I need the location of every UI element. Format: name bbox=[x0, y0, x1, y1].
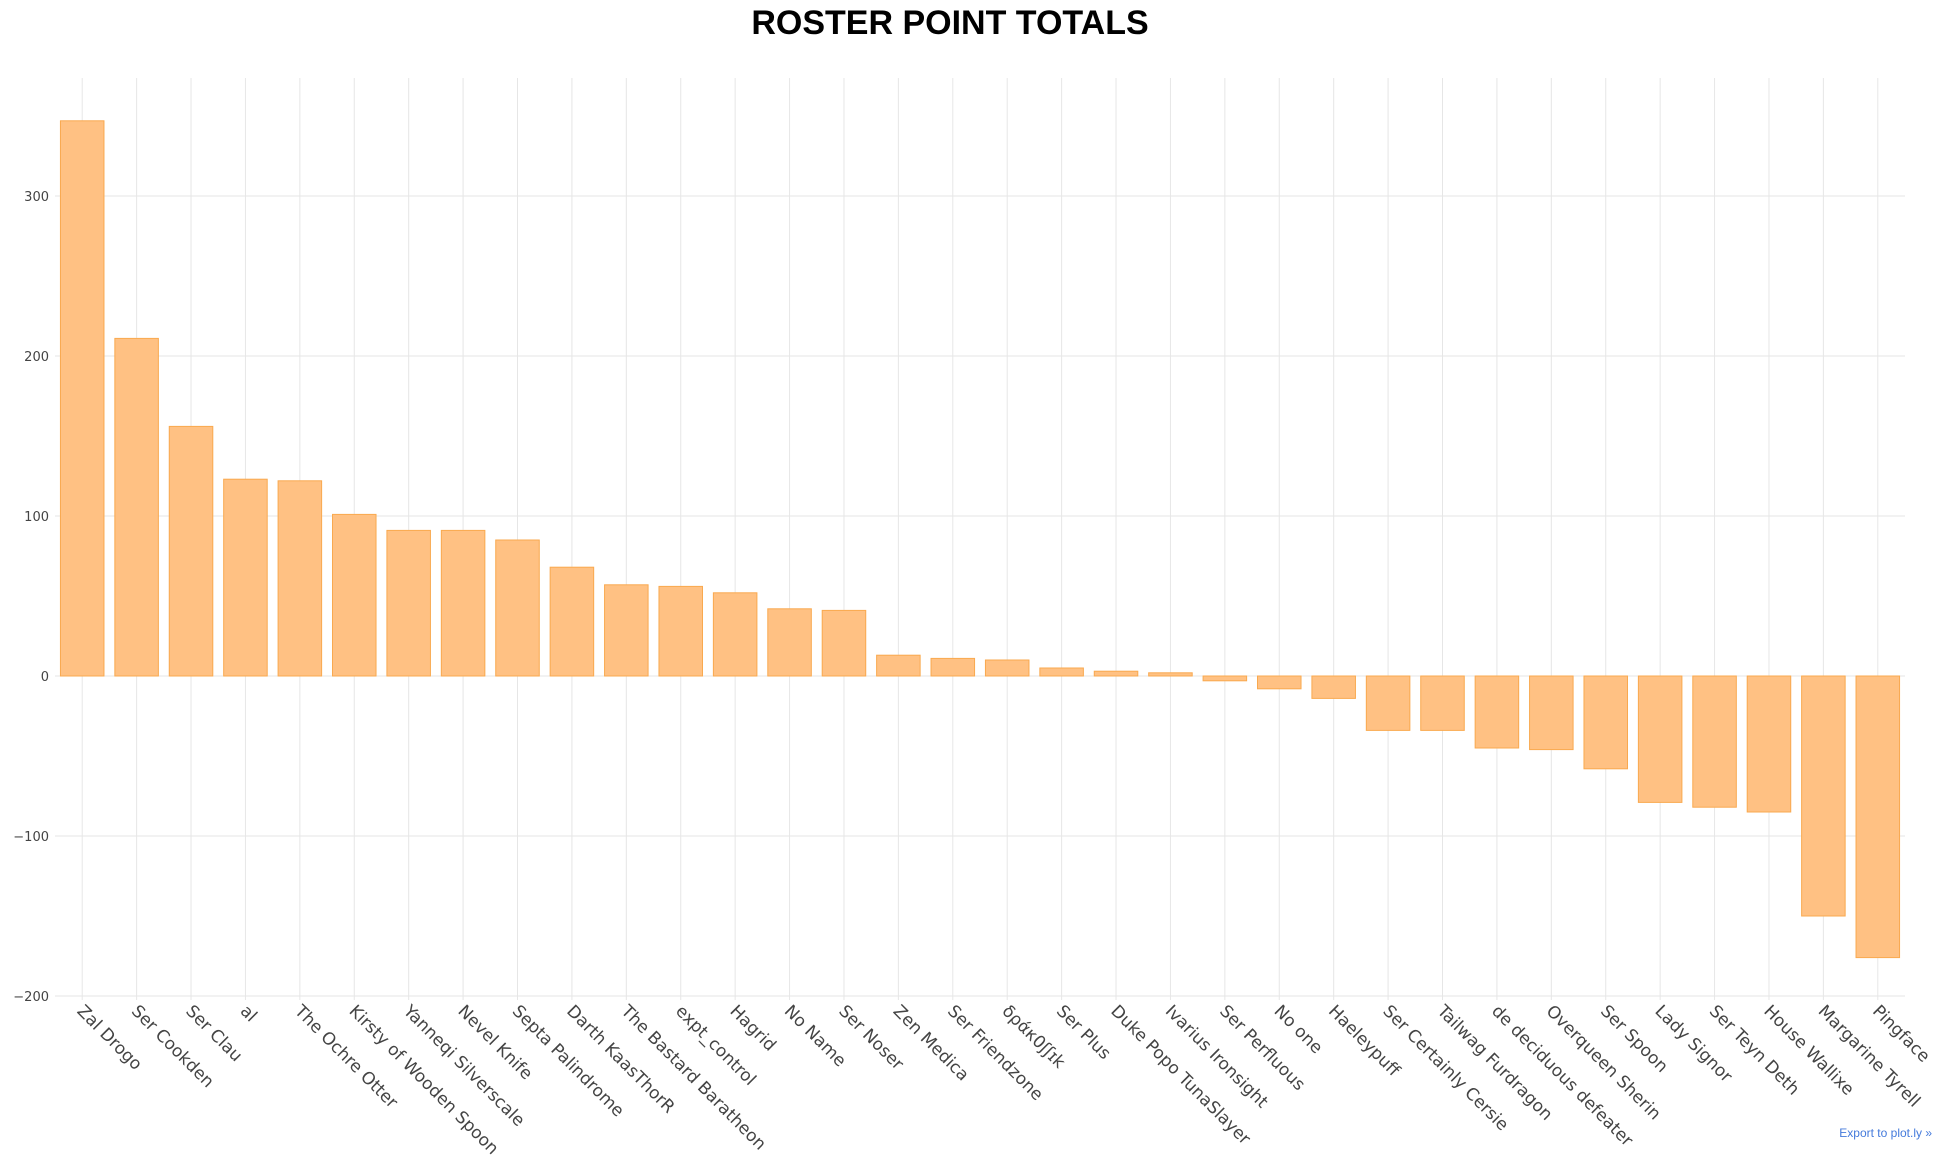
y-tick-label: −200 bbox=[13, 990, 49, 1005]
y-tick-label: 300 bbox=[24, 190, 49, 205]
bar[interactable] bbox=[223, 478, 268, 677]
bar[interactable] bbox=[1093, 670, 1139, 677]
bar[interactable] bbox=[1692, 675, 1737, 808]
bar[interactable] bbox=[767, 608, 812, 677]
x-tick-label: al bbox=[236, 1001, 261, 1026]
bar[interactable] bbox=[1637, 675, 1683, 803]
chart-title: ROSTER POINT TOTALS bbox=[751, 4, 1149, 42]
bar[interactable] bbox=[984, 659, 1030, 677]
bar[interactable] bbox=[1855, 675, 1901, 959]
y-tick-label: −100 bbox=[13, 830, 49, 845]
bar[interactable] bbox=[1039, 667, 1084, 677]
bar[interactable] bbox=[1202, 675, 1248, 682]
x-tick-label: Margarine Tyrell bbox=[1814, 1001, 1924, 1111]
bar[interactable] bbox=[1583, 675, 1628, 770]
bar[interactable] bbox=[168, 425, 214, 677]
bar[interactable] bbox=[440, 529, 486, 677]
bar[interactable] bbox=[1365, 675, 1411, 731]
bar[interactable] bbox=[1746, 675, 1792, 813]
x-tick-label: The Ochre Otter bbox=[290, 1001, 402, 1113]
bar[interactable] bbox=[876, 654, 921, 677]
bar[interactable] bbox=[277, 480, 323, 677]
y-tick-label: 100 bbox=[24, 510, 49, 525]
bar[interactable] bbox=[495, 539, 540, 677]
bar[interactable] bbox=[1801, 675, 1846, 917]
bar[interactable] bbox=[549, 566, 595, 677]
export-to-plotly-link[interactable]: Export to plot.ly » bbox=[1839, 1126, 1932, 1140]
bar[interactable] bbox=[930, 657, 976, 677]
bar[interactable] bbox=[1529, 675, 1574, 751]
bar[interactable] bbox=[114, 337, 159, 677]
bar[interactable] bbox=[332, 513, 377, 677]
bar[interactable] bbox=[1474, 675, 1520, 749]
y-axis-ticks: −200 −100 0 100 200 300 bbox=[13, 190, 49, 1005]
bar[interactable] bbox=[604, 584, 649, 677]
y-tick-label: 0 bbox=[41, 670, 49, 685]
bar[interactable] bbox=[59, 120, 105, 677]
bar[interactable] bbox=[1311, 675, 1356, 699]
bar[interactable] bbox=[1148, 672, 1193, 677]
bar[interactable] bbox=[386, 529, 431, 677]
bar[interactable] bbox=[712, 592, 758, 677]
x-tick-label: Hagrid bbox=[726, 1001, 780, 1055]
bar[interactable] bbox=[821, 609, 867, 677]
bar[interactable] bbox=[1420, 675, 1465, 731]
bars bbox=[59, 120, 1901, 959]
y-tick-label: 200 bbox=[24, 350, 49, 365]
x-tick-label: Ser Friendzone bbox=[943, 1001, 1047, 1105]
bar[interactable] bbox=[1257, 675, 1302, 690]
bar[interactable] bbox=[658, 585, 703, 677]
